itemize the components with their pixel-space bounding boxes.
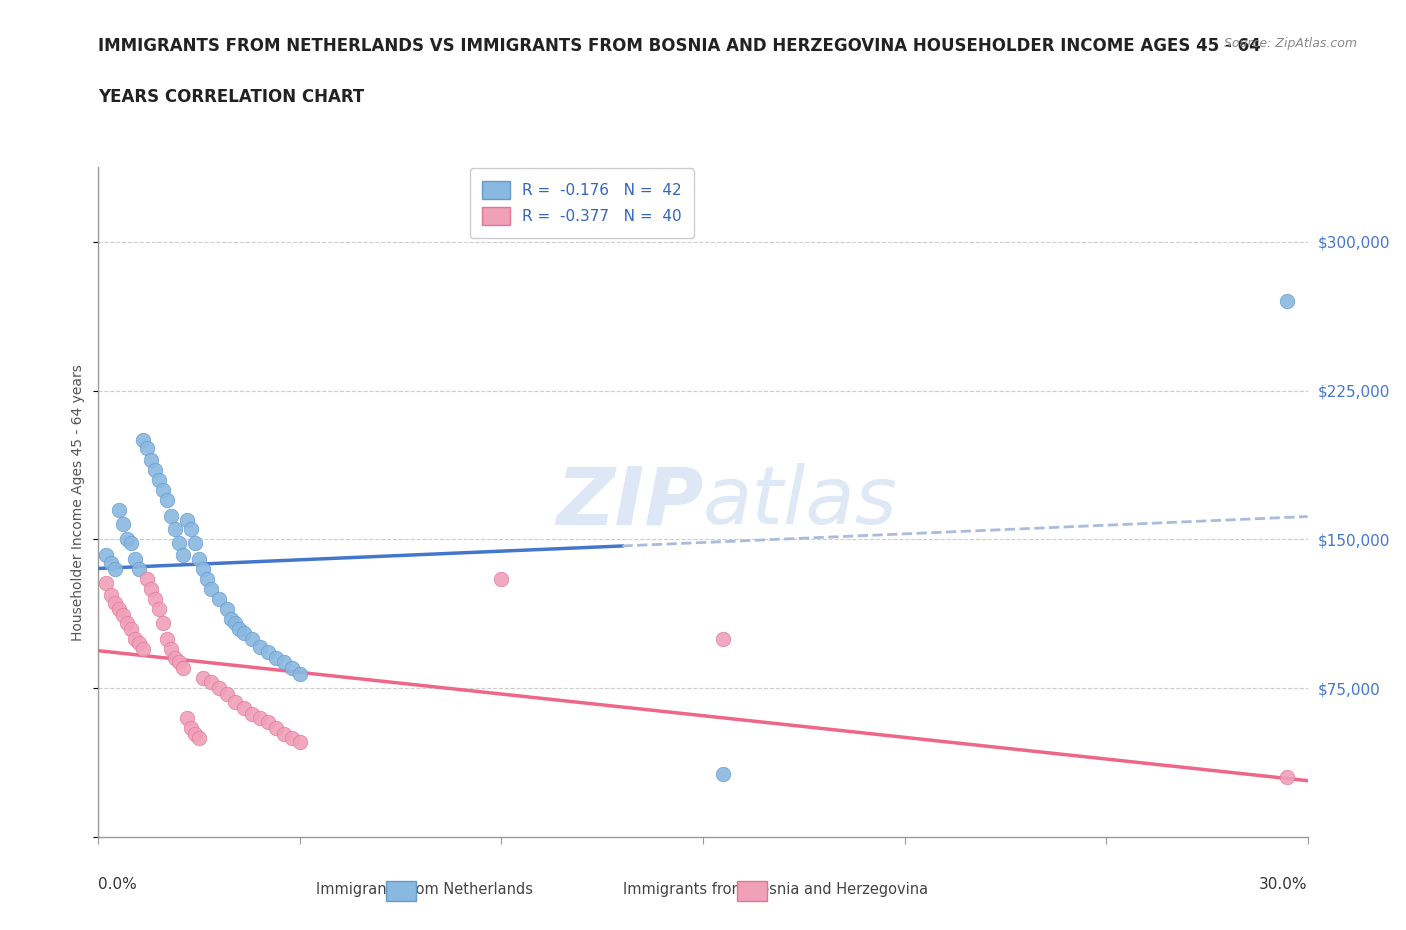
Point [120, 621, 142, 636]
Point [208, 681, 231, 696]
Point [148, 602, 170, 617]
Text: Immigrants from Netherlands: Immigrants from Netherlands [316, 883, 533, 897]
Point [115, 616, 138, 631]
Point [193, 671, 215, 685]
Point [163, 651, 186, 666]
Point [143, 462, 166, 477]
Point [107, 502, 129, 517]
Point [184, 726, 207, 741]
Point [273, 655, 295, 670]
Point [143, 591, 166, 606]
Point [139, 453, 162, 468]
Point [132, 641, 155, 656]
Point [200, 675, 222, 690]
Point [232, 700, 254, 715]
Point [96, 548, 118, 563]
Point [100, 556, 122, 571]
Point [176, 512, 198, 527]
FancyBboxPatch shape [737, 881, 768, 900]
Point [103, 595, 125, 610]
Y-axis label: Householder Income Ages 45 - 64 years: Householder Income Ages 45 - 64 years [70, 364, 84, 641]
Point [711, 766, 734, 781]
Point [132, 432, 155, 447]
Point [96, 576, 118, 591]
Point [128, 635, 150, 650]
Point [120, 536, 142, 551]
Point [224, 616, 246, 631]
Point [100, 588, 122, 603]
Point [273, 726, 295, 741]
Point [167, 536, 190, 551]
Point [240, 707, 263, 722]
Text: atlas: atlas [703, 463, 898, 541]
Point [256, 645, 278, 660]
Point [195, 572, 218, 587]
Point [135, 572, 157, 587]
Point [139, 581, 162, 596]
Point [228, 621, 250, 636]
Point [156, 631, 179, 646]
Text: 0.0%: 0.0% [98, 877, 138, 892]
Text: YEARS CORRELATION CHART: YEARS CORRELATION CHART [98, 88, 364, 106]
Text: 30.0%: 30.0% [1260, 877, 1308, 892]
Point [188, 730, 211, 745]
Point [281, 661, 304, 676]
Text: ZIP: ZIP [555, 463, 703, 541]
Point [172, 548, 194, 563]
Point [107, 602, 129, 617]
Point [160, 508, 183, 523]
Point [148, 472, 170, 487]
Point [103, 562, 125, 577]
Point [217, 602, 239, 617]
Point [240, 631, 263, 646]
Point [176, 711, 198, 725]
Point [156, 492, 179, 507]
Point [288, 667, 311, 682]
Point [111, 516, 134, 531]
Point [1277, 294, 1299, 309]
Point [711, 631, 734, 646]
Point [193, 562, 215, 577]
Point [167, 655, 190, 670]
Text: Immigrants from Bosnia and Herzegovina: Immigrants from Bosnia and Herzegovina [623, 883, 928, 897]
Point [288, 735, 311, 750]
Point [188, 551, 211, 566]
Point [180, 522, 202, 537]
Point [180, 721, 202, 736]
Point [163, 522, 186, 537]
Point [264, 721, 287, 736]
Point [184, 536, 207, 551]
Point [221, 611, 243, 626]
Point [491, 572, 513, 587]
Point [224, 695, 246, 710]
Point [256, 714, 278, 729]
Point [208, 591, 231, 606]
Point [135, 441, 157, 456]
Point [249, 711, 271, 725]
Point [115, 532, 138, 547]
Point [152, 616, 174, 631]
Point [152, 483, 174, 498]
Point [111, 607, 134, 622]
Legend: R =  -0.176   N =  42, R =  -0.377   N =  40: R = -0.176 N = 42, R = -0.377 N = 40 [470, 168, 695, 238]
Point [124, 631, 146, 646]
Text: Source: ZipAtlas.com: Source: ZipAtlas.com [1223, 37, 1357, 50]
Point [264, 651, 287, 666]
Point [217, 686, 239, 701]
Text: IMMIGRANTS FROM NETHERLANDS VS IMMIGRANTS FROM BOSNIA AND HERZEGOVINA HOUSEHOLDE: IMMIGRANTS FROM NETHERLANDS VS IMMIGRANT… [98, 37, 1261, 55]
Point [281, 730, 304, 745]
Point [249, 639, 271, 654]
Point [172, 661, 194, 676]
FancyBboxPatch shape [387, 881, 416, 900]
Point [1277, 770, 1299, 785]
Point [124, 551, 146, 566]
Point [160, 641, 183, 656]
Point [200, 581, 222, 596]
Point [128, 562, 150, 577]
Point [232, 625, 254, 640]
